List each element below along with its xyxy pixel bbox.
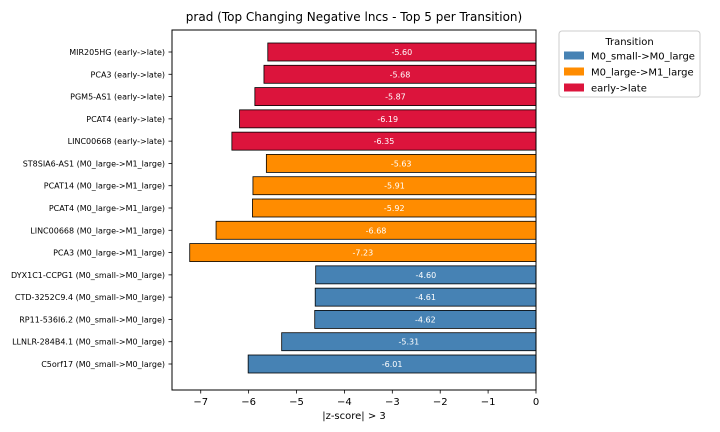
x-tick-label: −6 [241,397,256,408]
y-tick-labels: MIR205HG (early->late) PCA3 (early->late)… [11,48,172,369]
legend-swatch [564,67,584,76]
legend-title: Transition [604,37,653,48]
bars-layer: -5.60 -5.68 -5.87 -6.19 -6.35 -5.63 -5.91 -5.92… [189,42,537,374]
y-tick-label: ST8SIA6-AS1 (M0_large->M1_large) [23,159,165,168]
y-tick-label: MIR205HG (early->late) [69,48,165,57]
legend-label: early->late [591,84,647,95]
y-tick-label: PGM5-AS1 (early->late) [70,93,165,102]
legend-entries: M0_small->M0_large M0_large->M1_largeearl… [564,51,695,95]
y-tick-label: LINC00668 (M0_large->M1_large) [30,226,165,235]
bar-value-label: -4.62 [415,315,436,324]
legend-label: M0_small->M0_large [591,52,695,63]
y-tick-label: C5orf17 (M0_small->M0_large) [41,360,165,369]
y-tick-label: LLNLR-284B4.1 (M0_small->M0_large) [12,338,165,347]
x-axis-ticks: −7 −6 −5 −4 −3 −2 −1 0 [193,390,539,408]
y-tick-label: PCAT14 (M0_large->M1_large) [44,182,165,191]
y-tick-label: PCAT4 (early->late) [86,115,165,124]
bar-value-label: -4.61 [415,293,436,302]
x-tick-label: −7 [193,397,208,408]
bar-value-label: -5.92 [384,204,405,213]
bar-value-label: -5.91 [384,182,405,191]
bar-value-label: -6.01 [382,360,403,369]
plot-frame [171,29,537,391]
bar-value-label: -5.31 [398,338,419,347]
bar-value-label: -5.60 [392,48,413,57]
x-axis-label: |z-score| > 3 [322,411,386,422]
legend-label: M0_large->M1_large [591,68,694,79]
legend-swatch [564,51,584,60]
bar-value-label: -6.19 [377,115,398,124]
y-tick-label: RP11-536I6.2 (M0_small->M0_large) [19,315,165,324]
x-tick-label: −1 [481,397,496,408]
x-tick-label: −2 [433,397,448,408]
x-tick-label: 0 [533,397,539,408]
y-tick-label: DYX1C1-CCPG1 (M0_small->M0_large) [11,271,165,280]
bar-value-label: -4.60 [415,271,436,280]
x-tick-label: −4 [337,397,352,408]
bar-value-label: -7.23 [353,249,374,258]
legend: Transition M0_small->M0_large M0_large->M… [558,30,701,98]
bar-value-label: -5.87 [385,93,406,102]
bar-value-label: -5.68 [390,70,411,79]
y-tick-label: LINC00668 (early->late) [68,137,165,146]
y-tick-label: PCA3 (early->late) [91,70,165,79]
x-tick-label: −3 [385,397,400,408]
bar-value-label: -5.63 [391,159,412,168]
y-tick-label: PCA3 (M0_large->M1_large) [53,249,165,258]
bar-value-label: -6.68 [366,226,387,235]
bar-value-label: -6.35 [374,137,395,146]
legend-swatch [564,83,584,92]
y-tick-label: PCAT4 (M0_large->M1_large) [49,204,165,213]
legend-frame [558,30,701,98]
chart-title: prad (Top Changing Negative lncs - Top 5… [186,10,522,24]
x-tick-label: −5 [289,397,304,408]
y-tick-label: CTD-3252C9.4 (M0_small->M0_large) [15,293,165,302]
